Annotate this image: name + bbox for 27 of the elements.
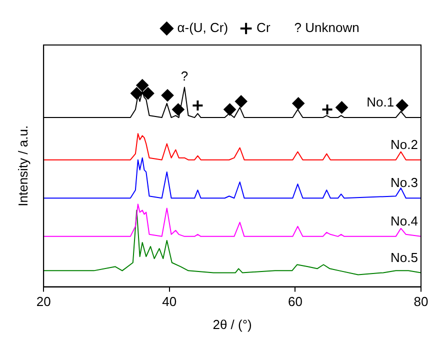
series-label: No.2	[390, 136, 418, 152]
point	[136, 79, 148, 92]
legend-label: Cr	[256, 20, 271, 36]
x-tick-label: 40	[162, 294, 177, 310]
series-label: No.4	[390, 214, 418, 229]
x-tick-label: 80	[414, 294, 428, 310]
point	[172, 103, 184, 116]
x-tick-label: 60	[288, 294, 302, 310]
x-axis-title: 2θ / (°)	[212, 316, 252, 332]
text: ? Unknown	[294, 20, 360, 36]
x-tick-label: 20	[36, 294, 51, 310]
series-label: No.3	[390, 175, 418, 190]
point	[192, 99, 204, 112]
point	[142, 87, 154, 100]
point	[336, 101, 348, 114]
point	[292, 97, 304, 110]
point	[130, 87, 143, 100]
point	[235, 95, 248, 108]
series-label: No.1	[366, 94, 394, 110]
series-label: No.5	[390, 250, 418, 265]
point	[321, 103, 334, 116]
annotation: ?	[180, 68, 188, 84]
legend-label: α-(U, Cr)	[177, 20, 228, 36]
point	[224, 103, 236, 116]
point	[396, 99, 408, 112]
y-axis-title: Intensity / a.u.	[15, 125, 30, 206]
point	[162, 89, 174, 102]
